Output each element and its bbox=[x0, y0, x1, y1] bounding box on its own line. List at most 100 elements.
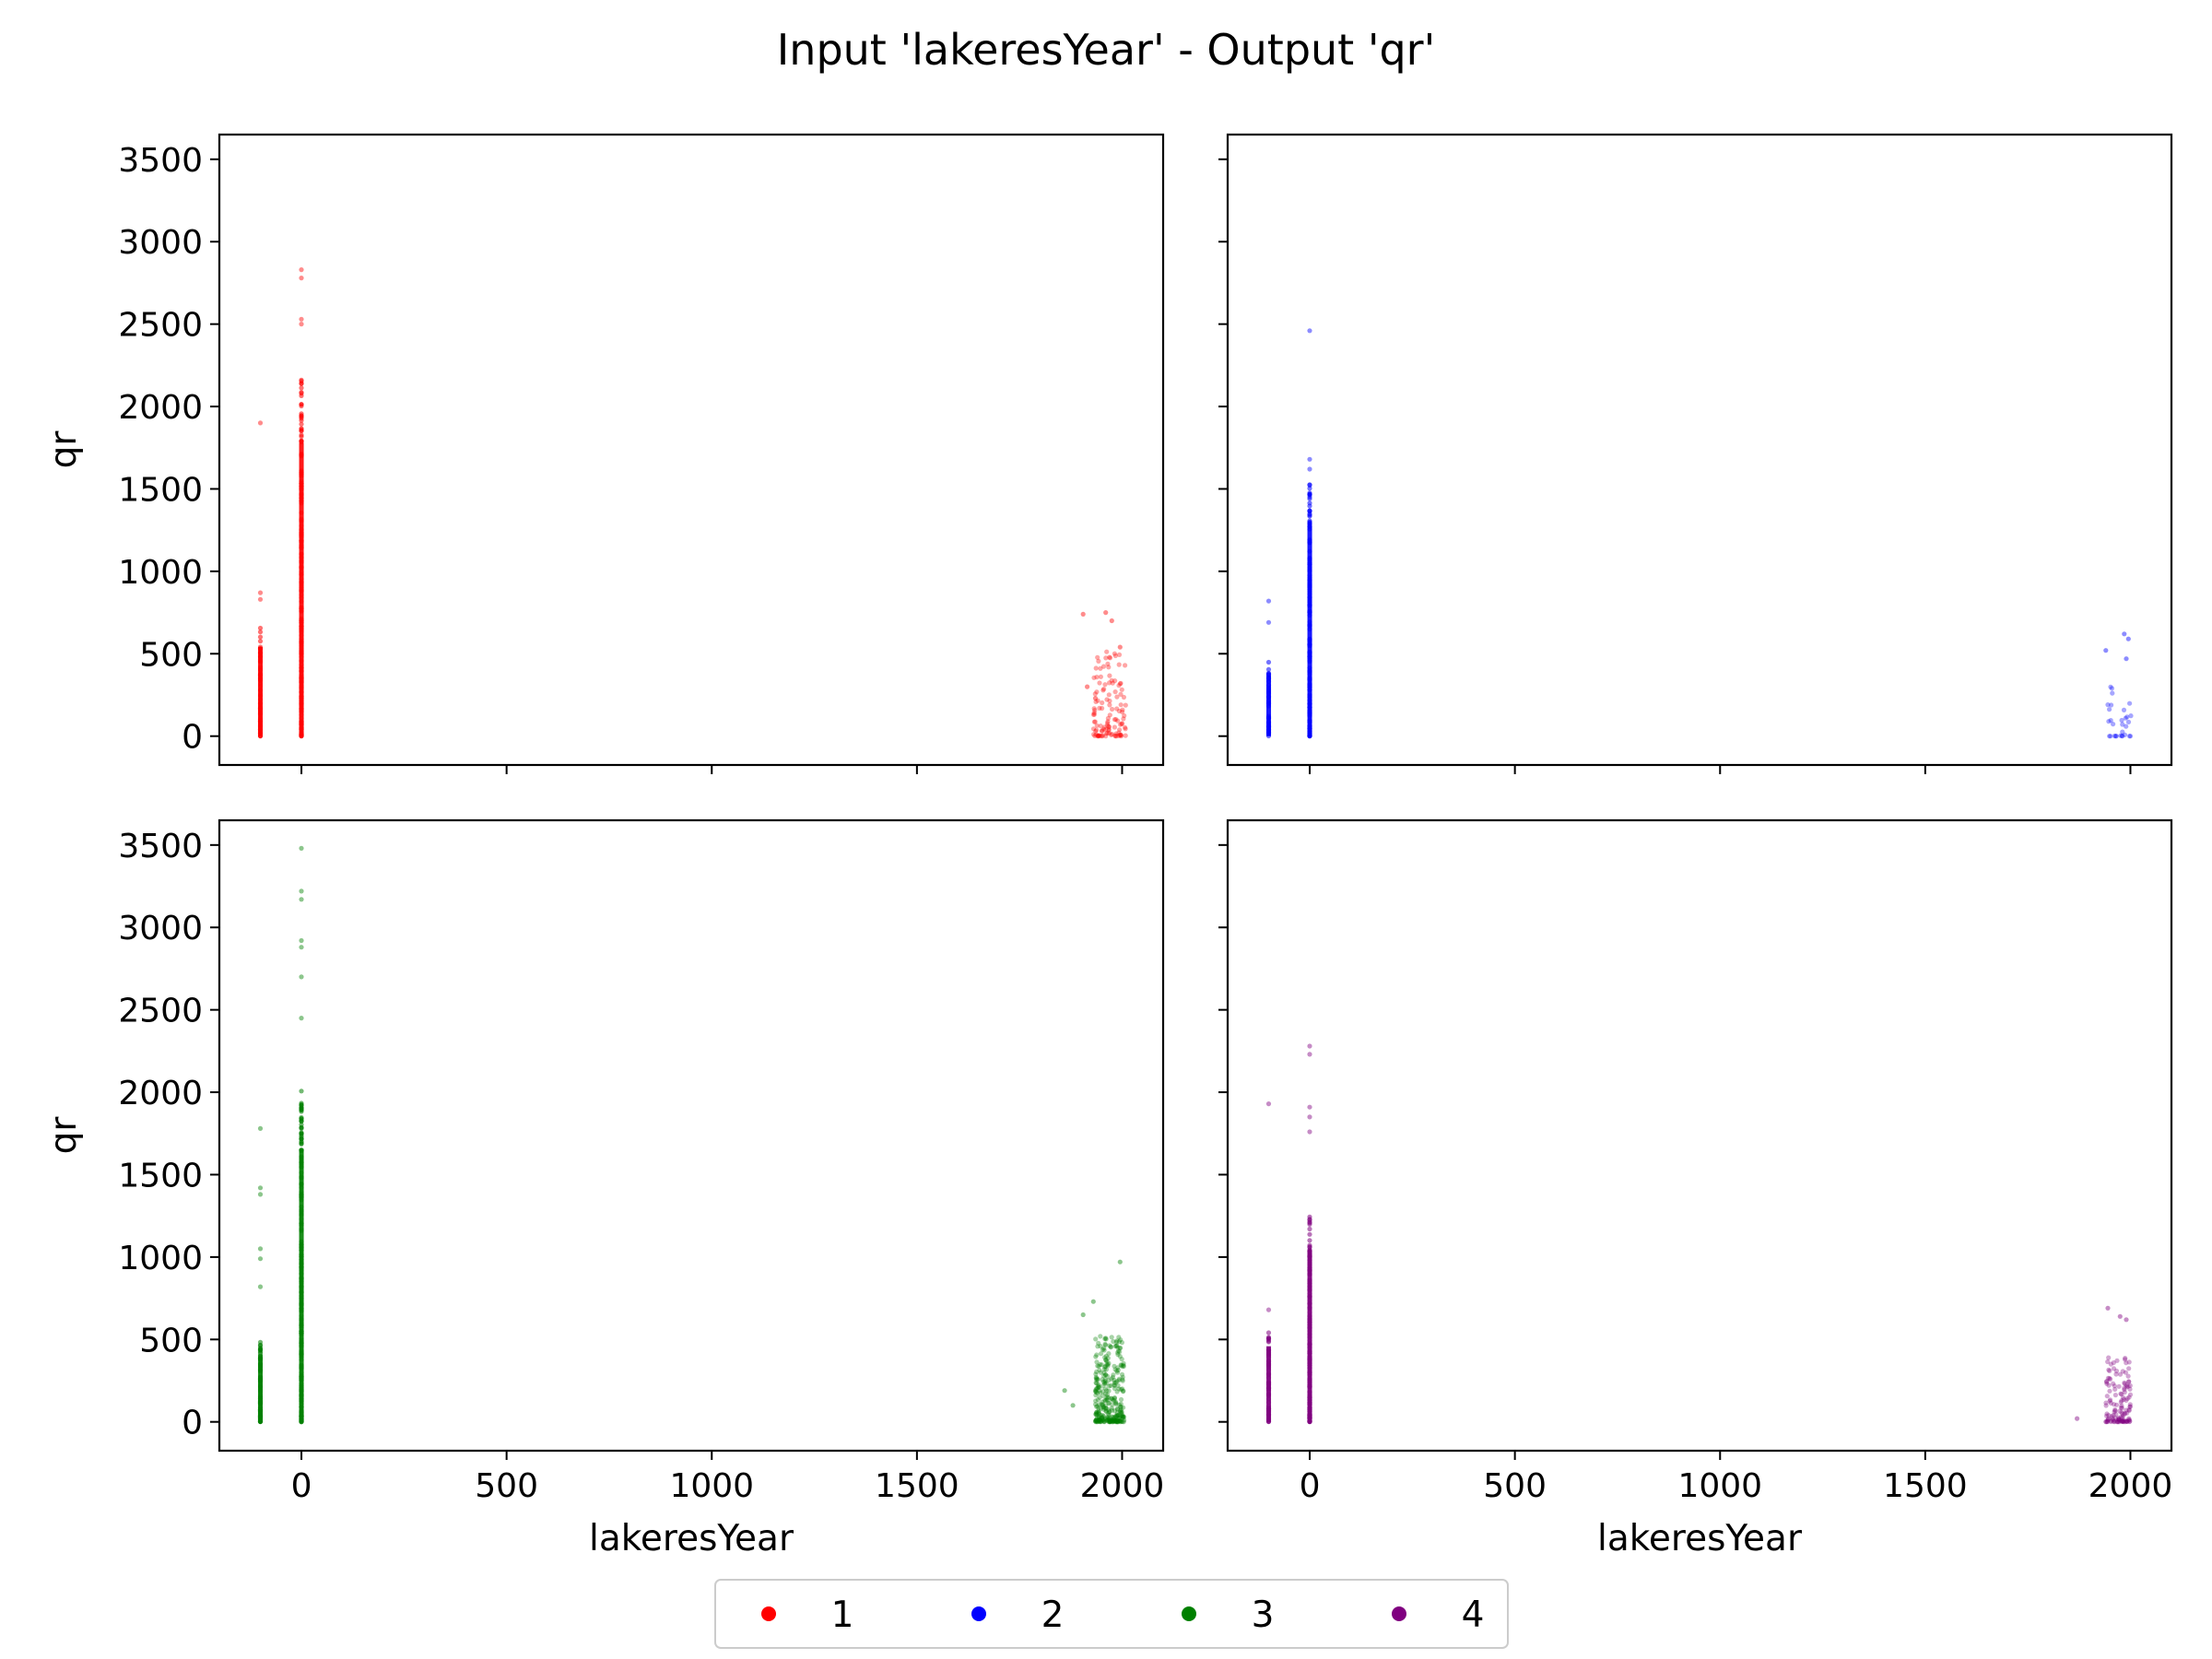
x-tick-label: 1500 bbox=[875, 1467, 959, 1505]
data-point bbox=[1100, 734, 1105, 739]
data-point bbox=[2121, 707, 2127, 713]
data-point bbox=[1090, 712, 1097, 717]
data-point bbox=[1092, 696, 1099, 701]
data-point bbox=[1102, 1381, 1108, 1386]
data-point bbox=[1103, 731, 1109, 736]
data-point bbox=[2126, 1379, 2132, 1384]
data-point bbox=[1112, 651, 1117, 656]
data-point bbox=[1110, 680, 1115, 686]
data-point bbox=[2122, 1381, 2127, 1386]
data-point bbox=[2105, 1305, 2111, 1311]
data-point bbox=[1119, 1340, 1124, 1346]
data-point bbox=[1100, 1405, 1106, 1410]
data-point bbox=[2119, 1409, 2124, 1416]
data-point bbox=[1093, 728, 1099, 734]
data-point bbox=[2123, 1419, 2128, 1425]
data-point bbox=[1120, 709, 1125, 715]
data-point bbox=[1093, 1418, 1099, 1423]
data-point bbox=[1085, 684, 1090, 689]
data-point bbox=[1117, 1259, 1123, 1265]
data-point bbox=[2107, 1398, 2112, 1404]
data-point bbox=[1117, 1409, 1123, 1415]
legend-marker bbox=[1182, 1606, 1196, 1621]
data-point bbox=[1095, 733, 1100, 739]
data-point bbox=[1112, 1418, 1117, 1424]
data-point bbox=[2109, 702, 2114, 708]
data-point bbox=[1120, 1377, 1125, 1382]
data-point bbox=[2110, 1417, 2116, 1422]
data-point bbox=[1105, 719, 1111, 724]
data-point bbox=[1114, 694, 1120, 700]
data-point bbox=[1100, 733, 1105, 738]
data-point bbox=[2124, 1317, 2129, 1323]
data-point bbox=[1112, 1408, 1117, 1414]
data-point bbox=[1100, 1413, 1107, 1419]
data-point bbox=[1111, 1372, 1116, 1378]
data-point bbox=[1096, 1415, 1101, 1420]
data-point bbox=[1093, 1418, 1100, 1424]
y-tick-label: 3500 bbox=[118, 828, 203, 865]
data-point bbox=[2111, 1359, 2116, 1366]
data-point bbox=[1097, 1412, 1102, 1418]
data-point bbox=[1118, 1337, 1124, 1343]
data-point bbox=[1114, 1406, 1121, 1412]
data-point bbox=[1123, 724, 1128, 730]
data-point bbox=[1094, 675, 1100, 680]
data-point bbox=[1109, 1418, 1114, 1423]
data-point bbox=[1113, 1414, 1119, 1419]
data-point bbox=[1117, 1346, 1123, 1351]
data-point bbox=[1116, 1348, 1122, 1354]
data-point bbox=[2111, 722, 2116, 727]
data-point bbox=[1101, 1373, 1107, 1379]
data-point bbox=[1106, 1351, 1112, 1357]
data-point bbox=[1093, 1387, 1099, 1393]
data-point bbox=[1118, 1386, 1124, 1393]
data-point bbox=[2126, 1394, 2132, 1400]
data-point bbox=[257, 639, 264, 644]
data-point bbox=[1103, 1335, 1109, 1341]
data-point bbox=[299, 276, 304, 281]
data-point bbox=[1118, 722, 1124, 727]
data-point bbox=[2113, 1371, 2119, 1377]
data-point bbox=[1114, 1379, 1120, 1384]
data-point bbox=[1096, 1340, 1101, 1346]
data-point bbox=[2108, 1361, 2113, 1367]
axes-frame bbox=[1226, 133, 2173, 767]
data-point bbox=[1112, 1418, 1118, 1423]
data-point bbox=[1120, 1378, 1125, 1383]
data-point bbox=[2111, 1412, 2116, 1418]
data-point bbox=[2107, 1375, 2112, 1382]
data-point bbox=[1307, 496, 1312, 501]
data-point bbox=[1100, 705, 1105, 712]
legend-marker bbox=[761, 1606, 776, 1621]
data-point bbox=[1094, 1404, 1100, 1409]
data-point bbox=[1111, 1414, 1116, 1420]
data-point bbox=[2126, 1379, 2132, 1384]
data-point bbox=[2121, 1396, 2126, 1402]
data-point bbox=[1119, 721, 1125, 726]
data-point bbox=[1265, 1307, 1272, 1312]
data-point bbox=[1091, 710, 1097, 716]
data-point bbox=[2127, 1392, 2134, 1397]
data-point bbox=[1115, 1419, 1121, 1425]
data-point bbox=[1092, 719, 1098, 724]
data-point bbox=[2128, 713, 2134, 719]
axes-frame bbox=[1226, 818, 2173, 1453]
x-axis-label: lakeresYear bbox=[1597, 1518, 1803, 1559]
data-point bbox=[1116, 708, 1122, 714]
data-point bbox=[1119, 1411, 1124, 1417]
data-point bbox=[2114, 1358, 2120, 1363]
legend-frame bbox=[714, 1579, 1509, 1649]
data-point bbox=[1097, 1402, 1102, 1407]
data-point bbox=[1307, 1129, 1312, 1135]
data-point bbox=[1118, 1362, 1124, 1368]
data-point bbox=[1118, 1419, 1124, 1425]
data-point bbox=[2116, 1383, 2122, 1389]
data-point bbox=[1106, 724, 1112, 730]
data-point bbox=[1112, 1417, 1117, 1422]
data-point bbox=[299, 974, 304, 980]
data-point bbox=[1107, 1383, 1112, 1389]
data-point bbox=[1103, 1381, 1109, 1386]
data-point bbox=[1103, 610, 1109, 616]
